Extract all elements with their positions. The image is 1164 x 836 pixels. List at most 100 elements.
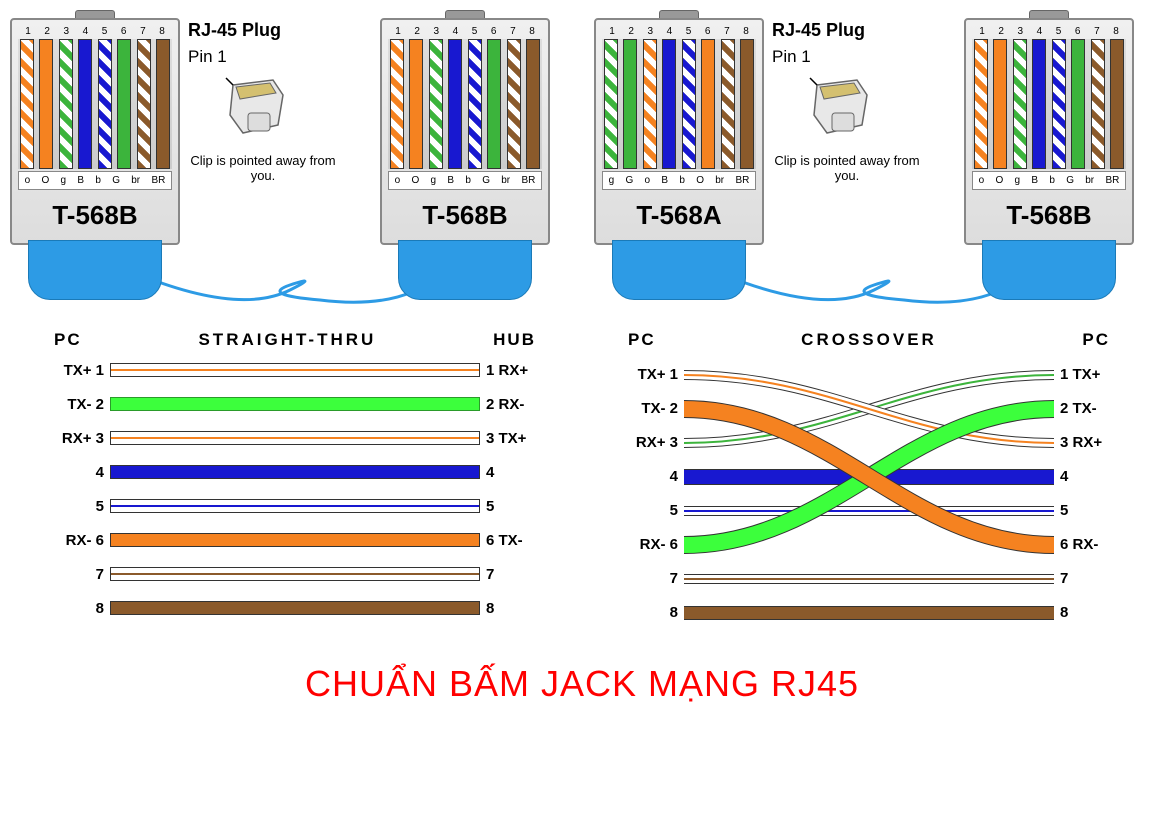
pin-number: 7 <box>719 26 735 37</box>
wire <box>429 39 443 169</box>
row-label-right: 4 <box>480 464 540 481</box>
plug-title: RJ-45 Plug <box>772 20 964 41</box>
pin-number: 4 <box>661 26 677 37</box>
wire-line <box>110 567 480 581</box>
wire <box>993 39 1007 169</box>
wire-code: o <box>25 175 31 186</box>
pin-number: 4 <box>1031 26 1047 37</box>
pin-number: 8 <box>738 26 754 37</box>
header-right: HUB <box>493 330 536 350</box>
pin-number: 2 <box>993 26 1009 37</box>
row-label-right: 6 RX- <box>1054 528 1114 562</box>
header-mid: CROSSOVER <box>801 330 937 350</box>
connector-2: 12345678oOgBbGbrBRT-568B <box>380 10 550 300</box>
row-label-right: 7 <box>480 566 540 583</box>
main-title: CHUẨN BẤM JACK MẠNG RJ45 <box>10 663 1154 705</box>
row-label-left: TX+ 1 <box>50 362 110 379</box>
wire <box>974 39 988 169</box>
row-label-left: 7 <box>624 562 684 596</box>
row-label-right: 8 <box>480 600 540 617</box>
pin-number: 4 <box>77 26 93 37</box>
pin-number: 8 <box>1108 26 1124 37</box>
row-label-right: 1 TX+ <box>1054 358 1114 392</box>
wire-row: TX+ 1 1 RX+ <box>50 358 540 382</box>
wire-line <box>110 363 480 377</box>
pin-number: 7 <box>505 26 521 37</box>
row-label-right: 7 <box>1054 562 1114 596</box>
wire-code: br <box>501 175 510 186</box>
crossover-header: PC CROSSOVER PC <box>624 330 1114 350</box>
wire-line <box>110 533 480 547</box>
pin1-label: Pin 1 <box>772 47 964 67</box>
row-label-left: RX+ 3 <box>624 426 684 460</box>
row-label-right: 3 TX+ <box>480 430 540 447</box>
row-label-right: 8 <box>1054 596 1114 630</box>
straight-thru-group: 12345678oOgBbGbrBRT-568B RJ-45 Plug Pin … <box>10 10 570 300</box>
pin-number: 7 <box>1089 26 1105 37</box>
wire-code: b <box>95 175 101 186</box>
row-label-right: 2 RX- <box>480 396 540 413</box>
connector-1: 12345678oOgBbGbrBRT-568B <box>10 10 180 300</box>
row-label-left: 5 <box>624 494 684 528</box>
wire-code: b <box>465 175 471 186</box>
wire <box>526 39 540 169</box>
pin-number: 2 <box>39 26 55 37</box>
wire-row: 77 <box>50 562 540 586</box>
wire-row: TX- 2 2 RX- <box>50 392 540 416</box>
wire-line <box>110 499 480 513</box>
wiring-diagrams: PC STRAIGHT-THRU HUB TX+ 1 1 RX+ TX- 2 2 RX… <box>10 330 1154 638</box>
wire-code: BR <box>151 175 165 186</box>
row-label-left: 8 <box>50 600 110 617</box>
wire <box>507 39 521 169</box>
wire <box>740 39 754 169</box>
connector-boot <box>982 240 1116 300</box>
row-label-left: 8 <box>624 596 684 630</box>
wire-code: g <box>61 175 67 186</box>
wire <box>604 39 618 169</box>
wire-code: G <box>112 175 120 186</box>
wire-code: o <box>645 175 651 186</box>
row-label-left: 4 <box>624 460 684 494</box>
wire-code: BR <box>521 175 535 186</box>
wire-row: 55 <box>50 494 540 518</box>
standard-label: T-568B <box>972 192 1126 243</box>
straight-header: PC STRAIGHT-THRU HUB <box>50 330 540 350</box>
row-label-left: RX- 6 <box>624 528 684 562</box>
wire-code: g <box>1015 175 1021 186</box>
wire-row: RX+ 33 TX+ <box>50 426 540 450</box>
connector-boot <box>28 240 162 300</box>
row-label-left: TX- 2 <box>50 396 110 413</box>
plug-isometric-icon <box>802 75 882 145</box>
wire <box>1052 39 1066 169</box>
crossover-table: PC CROSSOVER PC TX+ 1TX- 2RX+ 345RX- 678… <box>624 330 1114 638</box>
row-label-left: TX+ 1 <box>624 358 684 392</box>
standard-label: T-568A <box>602 192 756 243</box>
wire-code: b <box>1049 175 1055 186</box>
pin-number: 2 <box>409 26 425 37</box>
wire <box>156 39 170 169</box>
header-mid: STRAIGHT-THRU <box>198 330 376 350</box>
wire <box>39 39 53 169</box>
row-label-left: 4 <box>50 464 110 481</box>
row-label-right: 1 RX+ <box>480 362 540 379</box>
row-label-right: 6 TX- <box>480 532 540 549</box>
pin-number: 5 <box>467 26 483 37</box>
plug-info-left: RJ-45 Plug Pin 1 Clip is pointed away fr… <box>180 10 380 183</box>
wire-row: 44 <box>50 460 540 484</box>
connector-boot <box>398 240 532 300</box>
wire-line <box>110 431 480 445</box>
pin-number: 4 <box>447 26 463 37</box>
pin-number: 1 <box>604 26 620 37</box>
pin-number: 1 <box>20 26 36 37</box>
wire-code: o <box>395 175 401 186</box>
pin-number: 2 <box>623 26 639 37</box>
pin1-label: Pin 1 <box>188 47 380 67</box>
pin-number: 6 <box>1070 26 1086 37</box>
wire-code: g <box>609 175 615 186</box>
pin-number: 6 <box>116 26 132 37</box>
wire-code: BR <box>1105 175 1119 186</box>
row-label-right: 3 RX+ <box>1054 426 1114 460</box>
pin-number: 6 <box>486 26 502 37</box>
wire-code: B <box>1031 175 1038 186</box>
wire <box>448 39 462 169</box>
